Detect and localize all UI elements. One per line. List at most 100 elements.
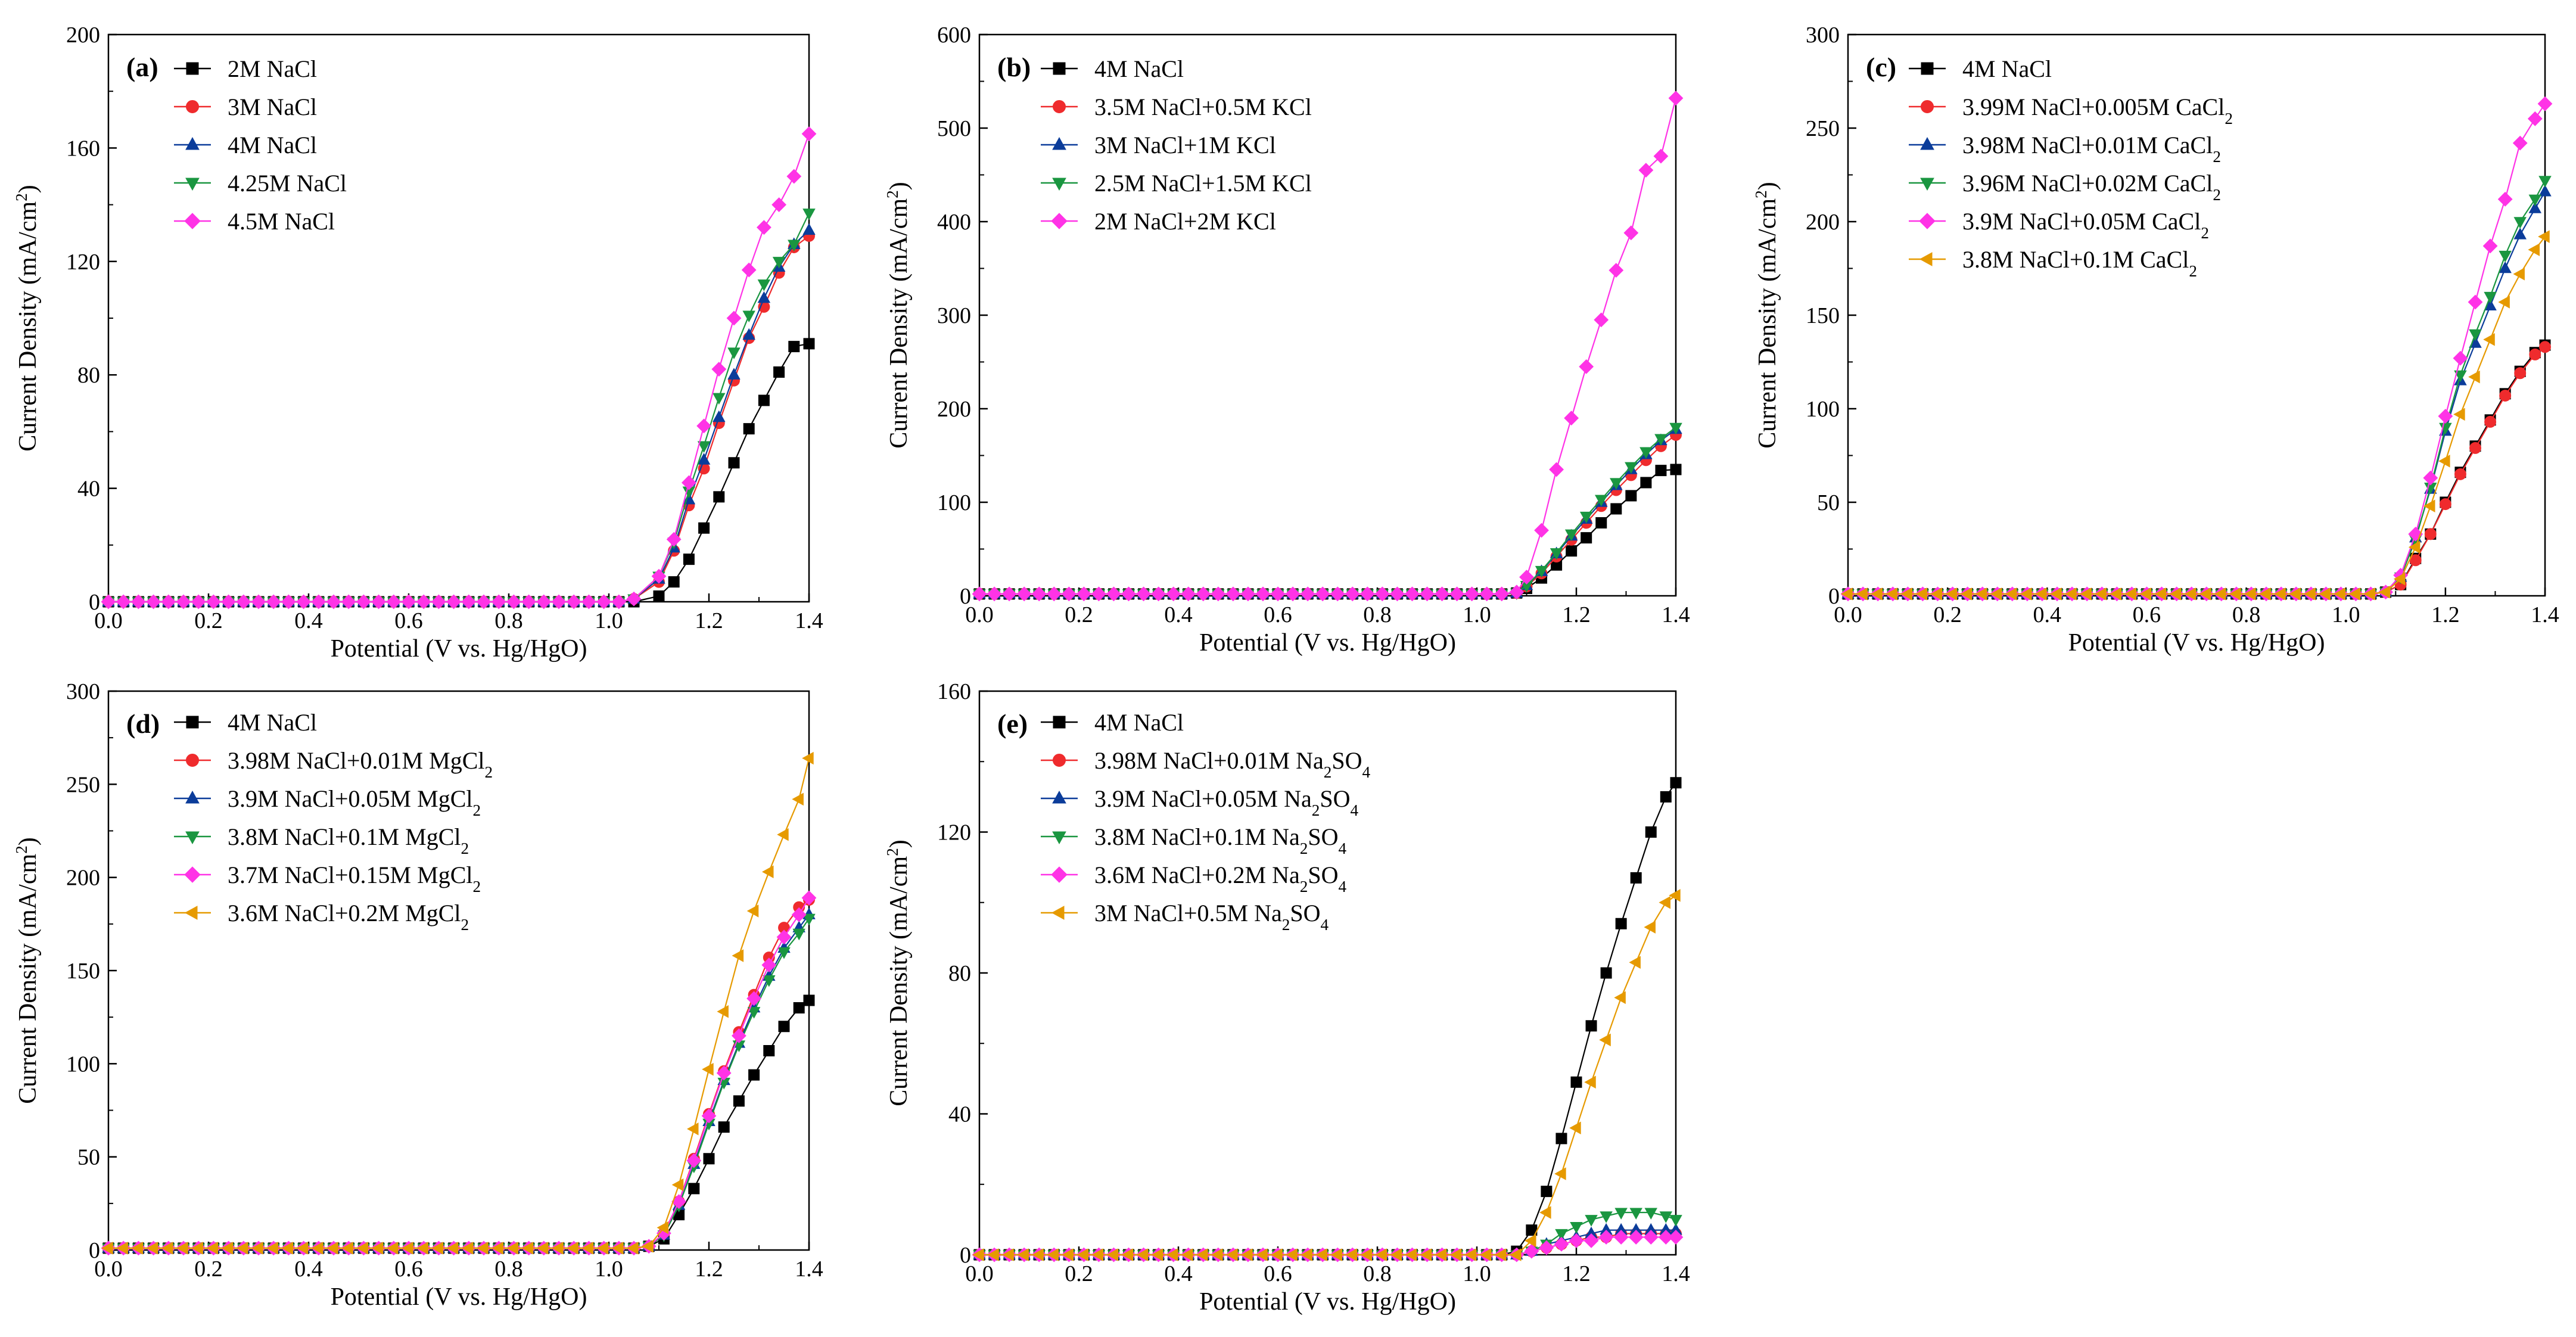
- data-point: [221, 594, 237, 610]
- legend-marker: [1920, 136, 1934, 150]
- data-point: [2497, 191, 2513, 207]
- data-point: [1658, 1230, 1673, 1245]
- y-tick-label: 80: [948, 961, 971, 986]
- data-point: [803, 994, 815, 1006]
- panel-label: (c): [1866, 52, 1896, 82]
- data-point: [697, 453, 711, 465]
- data-point: [1668, 1230, 1684, 1245]
- series-4m-nacl: [102, 223, 816, 607]
- data-point: [2528, 201, 2542, 213]
- data-point: [1240, 586, 1256, 602]
- legend-label: 3.5M NaCl+0.5M KCl: [1094, 94, 1312, 120]
- data-point: [296, 594, 312, 610]
- data-point: [733, 1095, 745, 1107]
- legend-label: 3.98M NaCl+0.01M CaCl2: [1962, 132, 2221, 166]
- data-point: [1660, 791, 1672, 803]
- legend-entry: 3.6M NaCl+0.2M Na2SO4: [1041, 862, 1347, 896]
- data-point: [1061, 586, 1077, 602]
- data-point: [713, 393, 726, 405]
- legend-marker: [1053, 716, 1066, 729]
- series-3.9m-nacl-0.05m-mgcl2: [102, 907, 816, 1253]
- legend-marker: [1053, 100, 1066, 113]
- data-point: [161, 594, 176, 610]
- data-point: [1659, 896, 1670, 909]
- data-point: [1121, 586, 1136, 602]
- data-point: [2334, 587, 2346, 601]
- data-point: [1196, 1248, 1208, 1261]
- x-axis-label: Potential (V vs. Hg/HgO): [2068, 629, 2325, 657]
- y-tick-label: 250: [66, 772, 100, 797]
- data-point: [701, 1108, 717, 1124]
- series-3.6m-nacl-0.2m-na2so4: [972, 1230, 1684, 1263]
- legend-entry: 2.5M NaCl+1.5M KCl: [1041, 170, 1312, 197]
- series-3.8m-nacl-0.1m-cacl2: [1841, 230, 2550, 601]
- data-point: [2538, 176, 2552, 188]
- data-point: [176, 1242, 188, 1255]
- data-point: [1285, 586, 1301, 602]
- data-point: [2454, 468, 2466, 480]
- data-point: [596, 594, 612, 610]
- chart-panel-d: 0.0 0.2 0.4 0.6 0.8 1.0 1.2 1.4 0 50 100 150 200 250 3…: [13, 679, 823, 1311]
- data-point: [2423, 470, 2438, 486]
- data-point: [1390, 1248, 1402, 1261]
- data-point: [386, 594, 402, 610]
- data-point: [2363, 587, 2376, 601]
- legend-marker: [1920, 178, 1934, 191]
- data-point: [2528, 243, 2540, 256]
- data-point: [2528, 194, 2542, 207]
- legend-label: 3.6M NaCl+0.2M MgCl2: [228, 900, 469, 934]
- data-point: [1315, 1248, 1327, 1261]
- legend-entry: 3.9M NaCl+0.05M Na2SO4: [1041, 785, 1359, 819]
- data-point: [1435, 586, 1449, 602]
- data-point: [1669, 889, 1681, 902]
- data-point: [742, 328, 755, 340]
- legend-marker: [184, 906, 198, 920]
- x-tick-label: 1.0: [595, 1257, 623, 1282]
- data-point: [1002, 1248, 1014, 1261]
- x-tick-label: 0.8: [1363, 602, 1392, 627]
- data-point: [763, 975, 776, 987]
- data-point: [772, 257, 786, 269]
- data-point: [2424, 528, 2437, 540]
- data-point: [1375, 1248, 1387, 1261]
- data-point: [1181, 586, 1196, 602]
- x-tick-label: 0.6: [394, 608, 423, 633]
- data-point: [2453, 350, 2468, 366]
- data-point: [642, 1240, 654, 1253]
- series-2.5m-nacl-1.5m-kcl: [973, 422, 1682, 601]
- data-point: [2438, 409, 2453, 424]
- data-point: [491, 1242, 503, 1255]
- data-point: [356, 594, 371, 610]
- data-point: [681, 475, 696, 490]
- data-point: [386, 1242, 399, 1255]
- data-point: [491, 594, 506, 610]
- y-tick-label: 300: [1806, 23, 1840, 48]
- data-point: [1091, 1248, 1104, 1261]
- y-tick-label: 250: [1806, 116, 1840, 141]
- legend-marker: [1053, 754, 1066, 767]
- series-4.5m-nacl: [101, 126, 817, 610]
- data-point: [697, 441, 711, 453]
- data-point: [311, 594, 326, 610]
- data-point: [2423, 499, 2435, 513]
- data-point: [746, 904, 759, 918]
- legend-marker: [1921, 62, 1934, 75]
- y-tick-label: 40: [948, 1102, 971, 1127]
- y-tick-label: 200: [66, 866, 100, 891]
- data-point: [2529, 348, 2541, 360]
- data-point: [1584, 1075, 1596, 1089]
- series-line: [979, 427, 1676, 595]
- panel-label: (d): [126, 708, 160, 739]
- data-point: [792, 792, 804, 806]
- y-tick-label: 0: [960, 1243, 971, 1268]
- legend-label: 3.9M NaCl+0.05M Na2SO4: [1094, 785, 1359, 819]
- data-point: [2469, 441, 2481, 454]
- data-point: [251, 1242, 263, 1255]
- legend-marker: [1051, 906, 1065, 920]
- y-axis-label: Current Density (mA/cm2): [1752, 182, 1781, 449]
- data-point: [802, 223, 816, 235]
- data-point: [1625, 462, 1638, 474]
- data-point: [2348, 587, 2361, 601]
- data-point: [1585, 1020, 1597, 1032]
- y-tick-label: 0: [89, 1238, 100, 1263]
